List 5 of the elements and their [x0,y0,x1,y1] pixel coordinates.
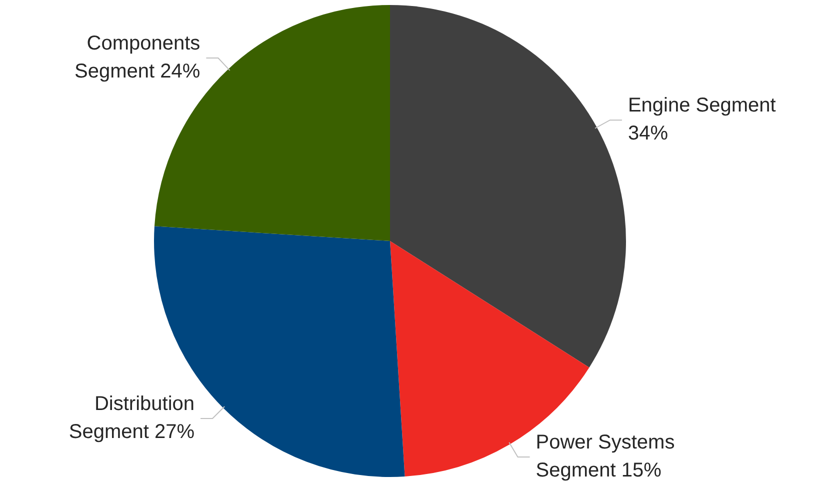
slice-label: Power Systems Segment 15% [536,432,675,482]
slice-label: Distribution Segment 27% [68,393,195,443]
slice-label: Components Segment 24% [74,32,200,83]
slice-label: Engine Segment [628,94,776,117]
data-label: 34% [628,122,668,145]
